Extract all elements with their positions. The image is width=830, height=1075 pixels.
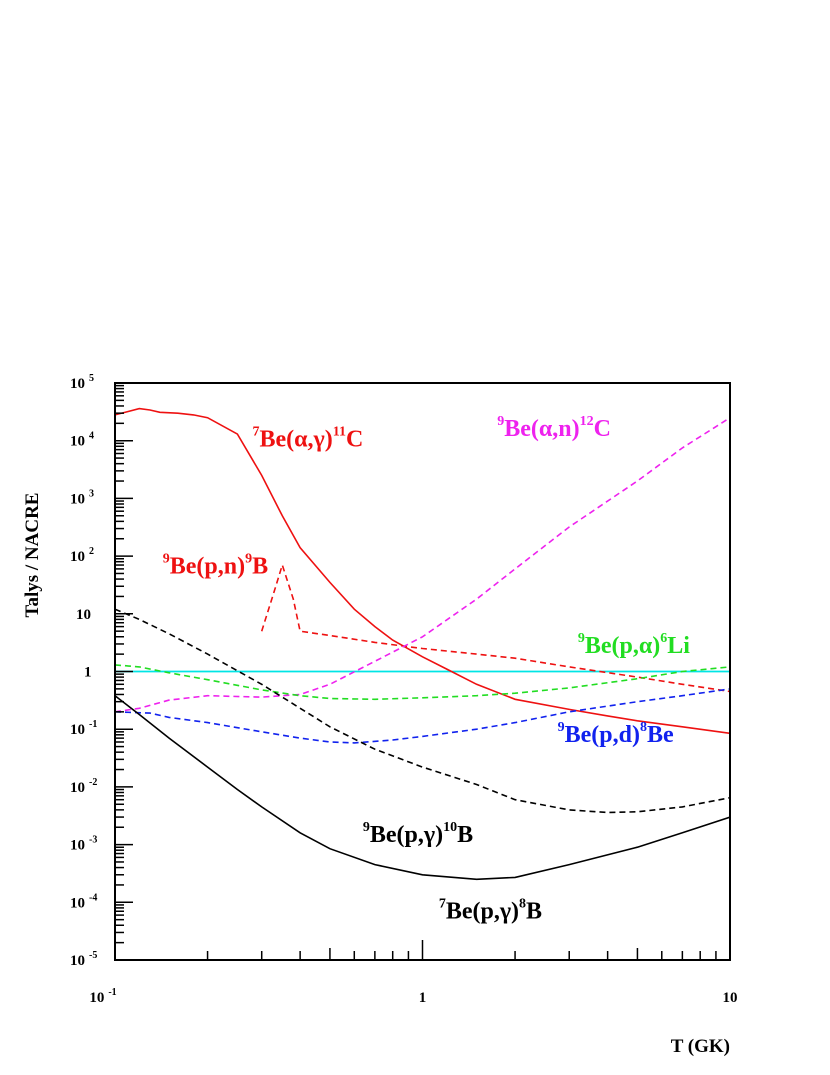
- y-tick-label: 10 4: [70, 431, 94, 450]
- series-label-4: 9Be(p,d)8Be: [558, 720, 674, 748]
- series-labels: 7Be(α,γ)11C 9Be(p,n)9B 9Be(α,n)12C 9Be(p,α)…: [163, 414, 690, 925]
- y-tick-label: 10 -2: [70, 777, 97, 796]
- y-tick-label: 10 5: [70, 373, 94, 392]
- x-tick-label: 10: [723, 990, 738, 1006]
- y-tick-label: 10 -5: [70, 950, 97, 969]
- x-tick-label: 10 -1: [89, 987, 116, 1006]
- y-tick-label: 10 -3: [70, 835, 97, 854]
- y-tick-label: 1: [84, 665, 92, 681]
- series-line-3: [115, 664, 730, 701]
- series-label-1: 9Be(p,n)9B: [163, 551, 268, 579]
- y-tick-label: 10: [76, 607, 91, 623]
- series-line-6: [115, 695, 730, 881]
- series-label-3: 9Be(p,α)6Li: [578, 631, 690, 659]
- series-line-1: [260, 562, 730, 693]
- series-label-5: 9Be(p,γ)10B: [363, 820, 473, 848]
- series-line-2: [115, 417, 730, 713]
- y-tick-label: 10 -4: [70, 892, 97, 911]
- series-line-4: [115, 688, 730, 744]
- axis-ticks: [114, 382, 731, 961]
- y-tick-label: 10 2: [70, 546, 94, 565]
- y-tick-label: 10 -1: [70, 719, 97, 738]
- series-line-0: [115, 407, 730, 735]
- series-label-0: 7Be(α,γ)11C: [253, 424, 364, 452]
- series-layer: [115, 407, 730, 881]
- series-label-6: 7Be(p,γ)8B: [439, 897, 542, 925]
- series-label-2: 9Be(α,n)12C: [497, 414, 611, 442]
- x-tick-label: 1: [419, 990, 427, 1006]
- series-line-5: [115, 608, 730, 814]
- x-axis-title: T (GK): [671, 1036, 730, 1057]
- y-tick-label: 10 3: [70, 488, 94, 507]
- y-axis-title: Talys / NACRE: [22, 493, 43, 618]
